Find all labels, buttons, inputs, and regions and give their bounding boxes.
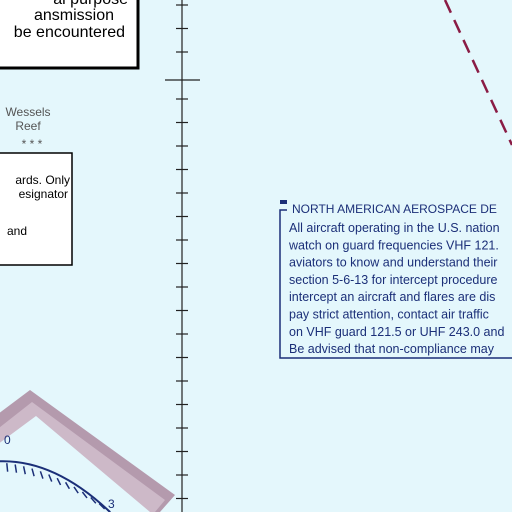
- meridian: [165, 0, 200, 512]
- compass-label: 3: [108, 497, 115, 511]
- norad-text: watch on guard frequencies VHF 121.: [288, 238, 499, 252]
- compass-tick: [73, 486, 79, 494]
- norad-text: section 5-6-13 for intercept procedure: [289, 273, 497, 287]
- compass-tick: [39, 471, 44, 479]
- norad-text: aviators to know and understand their: [289, 256, 497, 270]
- compass-tick: [98, 503, 106, 510]
- norad-corner: [280, 200, 287, 204]
- compass-tick: [48, 474, 53, 482]
- compass-tick: [56, 477, 62, 486]
- boundary-line: [443, 0, 512, 146]
- reef-symbol: * * *: [22, 137, 43, 151]
- compass-label: 0: [4, 433, 11, 447]
- norad-text: All aircraft operating in the U.S. natio…: [289, 221, 500, 235]
- compass-tick: [6, 463, 9, 472]
- notice-box: [0, 0, 140, 70]
- compass-tick: [22, 466, 27, 475]
- norad-text: Be advised that non-compliance may: [289, 342, 495, 356]
- notice-text: esignator: [19, 187, 68, 201]
- notice-text: ansmission: [34, 7, 114, 24]
- reef-label: Reef: [15, 119, 41, 133]
- notice-text: al purpose: [53, 0, 128, 8]
- norad-text: on VHF guard 121.5 or UHF 243.0 and: [289, 325, 504, 339]
- norad-text: pay strict attention, contact air traffi…: [289, 308, 489, 322]
- norad-box: [279, 209, 512, 359]
- notice-text: and: [7, 224, 27, 238]
- compass-ring: [0, 460, 111, 512]
- compass-tick: [107, 509, 111, 512]
- notice-text: ards. Only: [15, 173, 70, 187]
- norad-text: intercept an aircraft and flares are dis: [289, 290, 495, 304]
- compass-tick: [14, 464, 18, 473]
- compass-tick: [64, 481, 71, 490]
- reef-label: Wessels: [5, 105, 50, 119]
- norad-title: NORTH AMERICAN AEROSPACE DE: [292, 202, 497, 216]
- compass-tick: [81, 491, 88, 499]
- compass-tick: [90, 497, 97, 504]
- notice-text: be encountered: [14, 24, 125, 41]
- compass-tick: [31, 468, 35, 477]
- notice-box: [0, 152, 73, 266]
- compass-inner: [0, 416, 150, 512]
